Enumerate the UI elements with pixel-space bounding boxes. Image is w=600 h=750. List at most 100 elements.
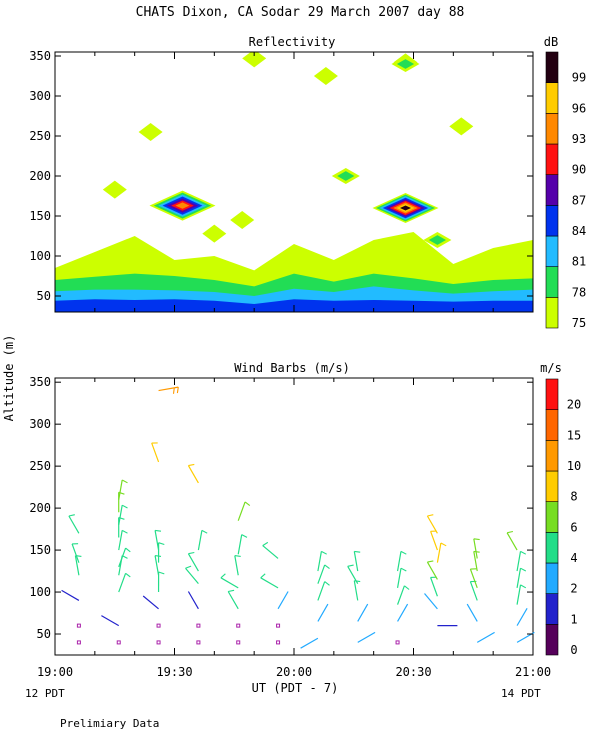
wind-barb-feather <box>125 547 131 553</box>
wind-barb <box>436 542 447 563</box>
wind-barb-feather <box>427 514 434 517</box>
reflectivity-colorbar-tick: 84 <box>572 224 586 238</box>
wind-colorbar-swatch <box>545 378 559 410</box>
wind-barb-staff <box>317 551 322 572</box>
wind-barb-staff <box>154 530 160 551</box>
wind-barb <box>473 538 480 559</box>
wind-barb <box>476 631 495 643</box>
wind-barb-staff <box>71 543 80 563</box>
wind-barb-feather <box>427 560 434 563</box>
reflectivity-colorbar-swatch <box>545 235 559 267</box>
wind-barb <box>516 584 527 605</box>
wind-y-tick-label: 250 <box>29 459 51 473</box>
wind-barb-staff <box>317 603 329 622</box>
wind-barb <box>397 603 409 622</box>
reflectivity-patch <box>230 211 255 229</box>
wind-colorbar-tick: 20 <box>567 398 581 412</box>
reflectivity-patch <box>391 56 420 72</box>
wind-barb <box>469 568 478 589</box>
wind-barb <box>237 534 248 555</box>
wind-barb-staff <box>357 603 369 622</box>
wind-barb-staff <box>187 591 199 610</box>
reflectivity-colorbar-swatch <box>545 143 559 175</box>
wind-barb-feather <box>324 581 330 586</box>
reflectivity-colorbar-swatch <box>545 174 559 206</box>
wind-barb-staff <box>424 593 438 610</box>
refl-y-tick-label: 100 <box>29 249 51 263</box>
calm-marker <box>236 623 241 628</box>
wind-frame <box>54 377 534 656</box>
reflectivity-patch-ring <box>313 67 338 85</box>
wind-barb-staff <box>227 591 239 610</box>
wind-barb <box>157 571 165 593</box>
wind-title: Wind Barbs (m/s) <box>234 361 350 375</box>
wind-barb <box>357 603 369 622</box>
wind-barb-staff <box>469 581 478 601</box>
reflectivity-patch <box>449 117 474 136</box>
wind-barb-staff <box>357 631 376 643</box>
reflectivity-patch-ring <box>400 205 411 211</box>
wind-barb <box>300 637 319 649</box>
wind-barb <box>424 593 438 610</box>
wind-barb <box>118 572 131 593</box>
wind-barb <box>142 595 159 610</box>
reflectivity-patch <box>102 180 127 199</box>
wind-barb <box>68 514 80 534</box>
wind-barb-feather <box>172 387 175 394</box>
wind-barb-staff <box>187 553 199 572</box>
x-tick-label: 19:00 <box>37 665 73 679</box>
wind-barb <box>506 530 518 551</box>
wind-colorbar-swatch <box>545 562 559 594</box>
wind-colorbar-swatch <box>545 624 559 656</box>
wind-barb <box>516 567 527 588</box>
wind-barb-staff <box>473 551 478 572</box>
wind-barb-staff <box>237 534 243 555</box>
wind-barb <box>357 631 376 643</box>
wind-barb <box>187 463 199 484</box>
wind-barb-staff <box>317 564 326 584</box>
reflectivity-colorbar-tick: 96 <box>572 101 586 115</box>
x-tick-label: 21:00 <box>515 665 551 679</box>
wind-barb <box>187 551 199 572</box>
wind-barb-feather <box>241 534 248 538</box>
refl-y-tick-label: 200 <box>29 169 51 183</box>
reflectivity-patch-ring <box>428 235 446 245</box>
reflectivity-patch-ring <box>102 180 127 199</box>
wind-barb-staff <box>237 501 246 521</box>
x-tick-label: 19:30 <box>156 665 192 679</box>
calm-marker <box>76 623 81 628</box>
calm-marker <box>395 640 400 645</box>
wind-barb-feather <box>121 529 128 534</box>
wind-colorbar-tick: 8 <box>570 490 577 504</box>
wind-barb-staff <box>516 607 528 626</box>
wind-barb <box>197 529 208 551</box>
wind-barb-feather <box>473 550 480 553</box>
wind-barb-feather <box>347 564 354 567</box>
footer-note: Prelimiary Data <box>60 717 159 730</box>
wind-barb <box>71 543 80 563</box>
wind-barb <box>260 573 279 589</box>
wind-barb-staff <box>118 573 127 593</box>
reflectivity-patch-ring <box>396 59 415 69</box>
wind-barb-feather <box>262 541 269 547</box>
reflectivity-patch-ring <box>202 224 227 243</box>
wind-barb <box>187 591 199 610</box>
x-axis-label: UT (PDT - 7) <box>252 681 339 695</box>
wind-barb-staff <box>397 585 405 605</box>
reflectivity-patch <box>331 168 360 184</box>
wind-barb <box>353 550 361 572</box>
wind-barb <box>516 550 527 572</box>
wind-colorbar-tick: 4 <box>570 551 577 565</box>
wind-barb-staff <box>426 515 438 534</box>
wind-barb-feather <box>188 463 195 467</box>
wind-barb-feather <box>354 580 361 583</box>
reflectivity-patch <box>313 67 338 85</box>
wind-barb-feather <box>228 589 235 593</box>
reflectivity-colorbar-swatch <box>545 266 559 298</box>
wind-barb-feather <box>176 387 179 394</box>
wind-barb <box>185 565 199 585</box>
wind-barb-staff <box>158 386 179 392</box>
reflectivity-colorbar-label: dB <box>544 35 558 49</box>
reflectivity-colorbar-tick: 78 <box>572 285 586 299</box>
wind-barb-staff <box>396 568 402 588</box>
